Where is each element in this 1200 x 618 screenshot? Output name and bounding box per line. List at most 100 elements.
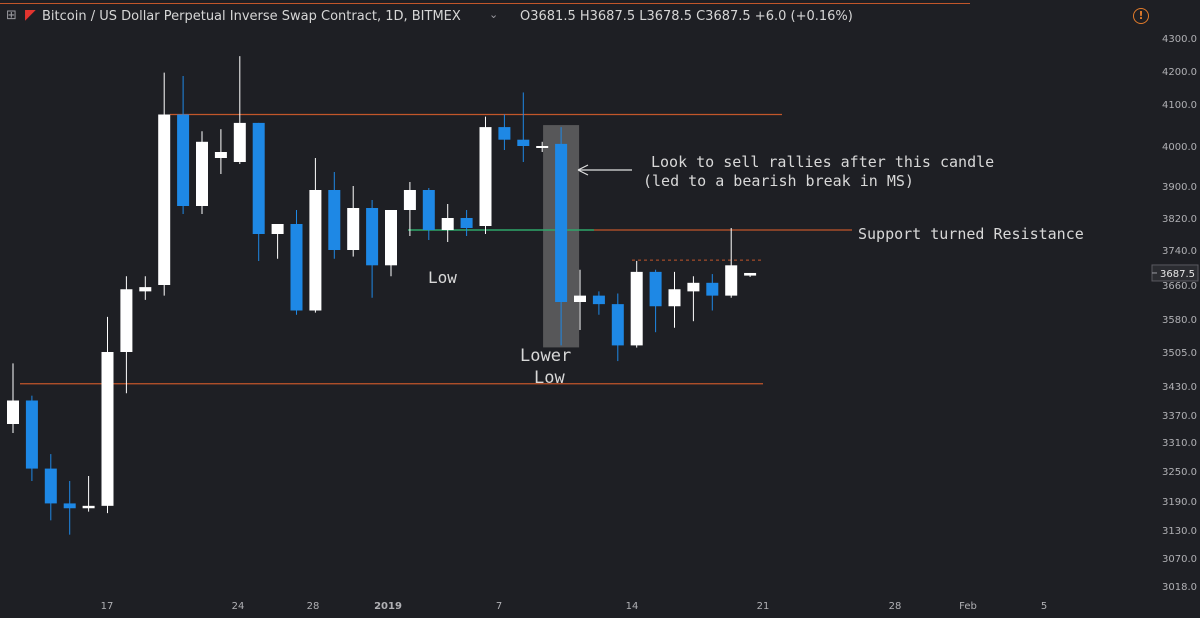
candle-body — [44, 468, 57, 504]
candle — [574, 269, 586, 330]
candle-body — [82, 505, 95, 509]
candle-body — [158, 114, 171, 285]
candle-body — [366, 208, 379, 266]
candle — [25, 395, 38, 481]
candle-body — [309, 190, 322, 311]
y-tick-label: 3505.0 — [1162, 348, 1197, 359]
candle-body — [744, 272, 757, 276]
x-tick-label: 28 — [307, 601, 320, 612]
candle — [649, 269, 662, 333]
candle — [347, 186, 360, 257]
candle-body — [630, 271, 643, 346]
candle-body — [271, 224, 284, 234]
candle — [196, 131, 208, 214]
candle — [706, 274, 719, 311]
candle-layer[interactable] — [7, 56, 757, 535]
candle — [592, 291, 605, 315]
candle-body — [460, 218, 473, 228]
candle-body — [725, 265, 738, 296]
candle — [271, 224, 284, 259]
chevron-down-icon[interactable]: ⌄ — [489, 8, 499, 21]
annotation-low: Low — [428, 268, 457, 287]
candle — [139, 276, 152, 300]
candle — [385, 210, 397, 277]
candle — [44, 454, 57, 521]
annotation-bearish-break: (led to a bearish break in MS) — [643, 172, 914, 190]
candle-body — [479, 127, 492, 226]
candle-body — [422, 190, 435, 230]
candle-body — [706, 282, 719, 296]
candle-body — [25, 400, 38, 469]
y-tick-label: 4100.0 — [1162, 100, 1197, 111]
candle — [7, 363, 19, 433]
candle-body — [120, 289, 133, 352]
x-tick-label: 2019 — [374, 601, 402, 612]
candle-body — [139, 287, 152, 292]
x-tick-label: Feb — [959, 601, 977, 612]
x-tick-label: 14 — [626, 601, 639, 612]
candle-body — [177, 114, 190, 206]
candle-body — [233, 122, 246, 162]
y-tick-label: 4200.0 — [1162, 67, 1197, 78]
y-tick-label: 4000.0 — [1162, 142, 1197, 153]
bitmex-logo-icon: ◤ — [25, 7, 36, 23]
y-tick-label: 3580.0 — [1162, 315, 1197, 326]
candle-body — [574, 295, 586, 302]
y-tick-label: 3130.0 — [1162, 526, 1197, 537]
candle-body — [649, 271, 662, 307]
y-tick-label: 3370.0 — [1162, 411, 1197, 422]
price-axis[interactable]: 4300.0 4200.0 4100.0 4000.0 3900.0 3820.0 3740… — [1151, 34, 1199, 593]
x-tick-label: 21 — [757, 601, 770, 612]
candle — [460, 210, 473, 236]
overlay-layer — [577, 164, 632, 176]
candle-body — [214, 152, 227, 158]
candle-body — [347, 208, 360, 250]
candle-body — [687, 282, 700, 292]
alert-circle-icon[interactable]: ! — [1133, 8, 1149, 24]
candle — [101, 316, 114, 514]
candle-body — [555, 143, 568, 302]
candle — [536, 141, 549, 152]
candle — [422, 188, 435, 240]
symbol-title[interactable]: Bitcoin / US Dollar Perpetual Inverse Sw… — [42, 9, 461, 24]
annotation-lower: Lower — [520, 346, 572, 366]
y-tick-label: 3190.0 — [1162, 497, 1197, 508]
candle — [498, 114, 511, 150]
y-tick-label: 3430.0 — [1162, 382, 1197, 393]
candle-body — [252, 122, 265, 234]
expand-icon[interactable]: ⊞ — [6, 8, 17, 23]
candle — [441, 204, 454, 242]
y-tick-label: 3310.0 — [1162, 438, 1197, 449]
y-tick-label: 3820.0 — [1162, 214, 1197, 225]
candle-body — [441, 218, 454, 230]
candle — [290, 210, 303, 315]
last-price-label: 3687.5 — [1160, 269, 1195, 280]
time-axis[interactable]: 17 24 28 2019 7 14 21 28 Feb 5 — [101, 601, 1048, 612]
candle — [82, 476, 95, 512]
candle — [630, 260, 643, 348]
candle — [403, 182, 416, 236]
candle — [611, 293, 624, 362]
x-tick-label: 24 — [232, 601, 245, 612]
candle-body — [668, 289, 681, 307]
y-tick-label: 4300.0 — [1162, 34, 1197, 45]
candle — [177, 75, 190, 214]
candle — [517, 92, 530, 162]
annotation-lower-low: Low — [534, 368, 565, 388]
candle-body — [290, 224, 303, 311]
y-tick-label: 3660.0 — [1162, 281, 1197, 292]
x-tick-label: 17 — [101, 601, 114, 612]
candle — [309, 158, 322, 313]
candle — [744, 272, 757, 277]
ohlc-readout: O3681.5 H3687.5 L3678.5 C3687.5 +6.0 (+0… — [520, 9, 853, 24]
x-tick-label: 7 — [496, 601, 502, 612]
y-tick-label: 3900.0 — [1162, 182, 1197, 193]
header-divider — [0, 3, 970, 4]
candle-body — [101, 352, 114, 506]
y-tick-label: 3070.0 — [1162, 554, 1197, 565]
candle-body — [7, 400, 19, 424]
candle-body — [385, 210, 397, 266]
arrow-head — [577, 164, 589, 176]
candle — [328, 172, 341, 259]
